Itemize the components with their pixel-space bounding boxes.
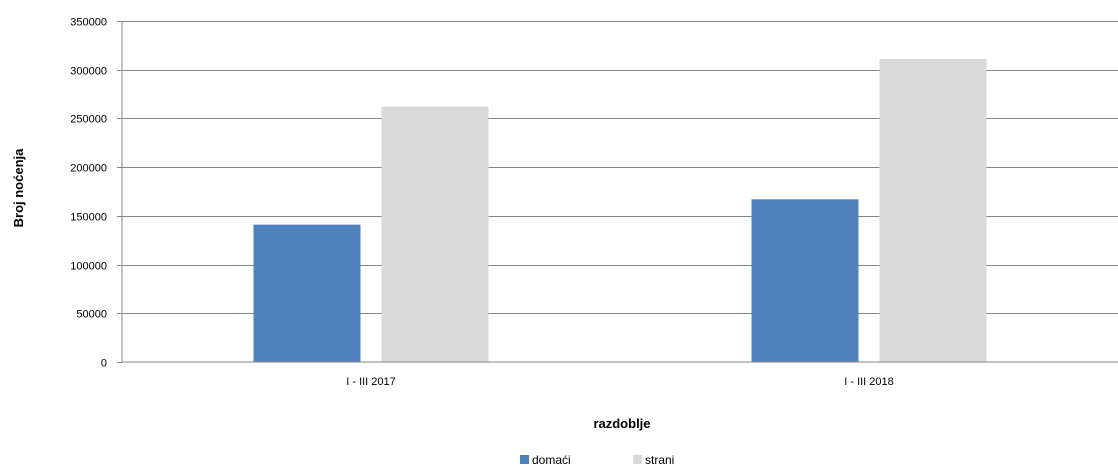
- legend-swatch-domaci: [520, 455, 529, 464]
- bars: [253, 58, 987, 363]
- y-tick-label: 100000: [70, 261, 107, 273]
- y-tick-label: 0: [101, 358, 107, 370]
- y-tick-label: 50000: [76, 309, 107, 321]
- x-tick-label: I - III 2017: [346, 376, 396, 388]
- bar-domaci-1: [253, 224, 361, 362]
- y-tick-label: 250000: [70, 114, 107, 126]
- bar-strani-2: [879, 58, 987, 363]
- y-tick-label: 150000: [70, 212, 107, 224]
- y-tick-label: 300000: [70, 66, 107, 78]
- y-tick-label: 350000: [70, 17, 107, 29]
- bar-strani-1: [381, 106, 489, 362]
- legend-label-strani: strani: [645, 453, 674, 466]
- legend-swatch-strani: [633, 455, 642, 464]
- x-tick-label: I - III 2018: [844, 376, 894, 388]
- y-tick-label: 200000: [70, 163, 107, 175]
- x-axis-title: razdoblje: [593, 416, 650, 431]
- legend-label-domaci: domaći: [532, 453, 571, 466]
- x-axis-ticks: I - III 2017 I - III 2018: [346, 376, 894, 388]
- axes: [121, 21, 1118, 363]
- bar-domaci-2: [751, 199, 859, 362]
- y-axis-ticks: 0 50000 100000 150000 200000 250000 300000 3500…: [70, 17, 122, 370]
- legend: domaći strani: [520, 453, 674, 466]
- y-axis-title: Broj noćenja: [11, 148, 26, 228]
